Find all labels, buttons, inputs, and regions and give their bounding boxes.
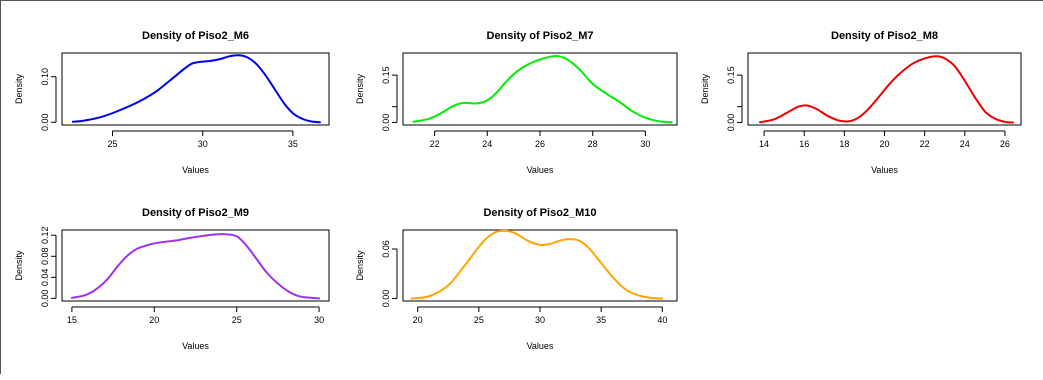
x-tick-label: 22: [430, 139, 440, 149]
chart-title: Density of Piso2_M6: [142, 30, 249, 42]
chart-title: Density of Piso2_M10: [483, 207, 596, 219]
density-panel-3: Density of Piso2_M8 14 16 18 20 22 24 26 0.00 0.1…: [700, 30, 1022, 175]
density-curve: [759, 55, 1014, 124]
y-tick-label: 0.00: [40, 114, 50, 132]
x-tick-label: 15: [67, 315, 77, 325]
x-tick-label: 26: [1000, 139, 1010, 149]
plot-box: [61, 229, 330, 302]
density-curve: [412, 55, 673, 124]
y-tick-label: 0.10: [40, 68, 50, 86]
x-axis-label: Values: [182, 341, 209, 351]
density-curve: [70, 233, 321, 300]
density-panel-5: Density of Piso2_M10 20 25 30 35 40 0.00 0.06 Va…: [355, 207, 678, 351]
x-tick-label: 20: [413, 315, 423, 325]
chart-title: Density of Piso2_M7: [487, 30, 594, 42]
x-tick-label: 30: [640, 139, 650, 149]
x-tick-label: 20: [879, 139, 889, 149]
x-tick-label: 16: [799, 139, 809, 149]
chart-title: Density of Piso2_M8: [831, 30, 938, 42]
x-tick-label: 30: [535, 315, 545, 325]
y-axis-label: Density: [700, 73, 710, 104]
x-tick-label: 24: [960, 139, 970, 149]
x-tick-label: 22: [920, 139, 930, 149]
plot-box: [747, 52, 1022, 126]
x-tick-label: 28: [588, 139, 598, 149]
density-curve: [410, 229, 664, 300]
y-tick-label: 0.15: [381, 66, 391, 84]
y-axis-label: Density: [355, 73, 365, 104]
y-axis-label: Density: [14, 73, 24, 104]
y-axis-label: Density: [14, 250, 24, 281]
x-tick-label: 24: [482, 139, 492, 149]
plot-box: [402, 52, 678, 126]
x-tick-label: 40: [657, 315, 667, 325]
x-tick-label: 20: [149, 315, 159, 325]
y-tick-label: 0.00: [381, 290, 391, 308]
y-tick-label: 0.00: [40, 290, 50, 308]
x-tick-label: 25: [232, 315, 242, 325]
x-tick-label: 30: [198, 139, 208, 149]
y-tick-label: 0.12: [40, 226, 50, 244]
x-axis-label: Values: [871, 165, 898, 175]
y-axis-label: Density: [355, 250, 365, 281]
plot-box: [61, 52, 330, 126]
x-tick-label: 30: [314, 315, 324, 325]
y-tick-label: 0.06: [381, 240, 391, 258]
density-curve: [71, 54, 321, 124]
y-tick-label: 0.00: [381, 114, 391, 132]
plot-box: [402, 229, 678, 302]
x-tick-label: 25: [108, 139, 118, 149]
x-tick-label: 18: [839, 139, 849, 149]
x-tick-label: 14: [759, 139, 769, 149]
chart-title: Density of Piso2_M9: [142, 207, 249, 219]
x-axis-label: Values: [527, 341, 554, 351]
y-tick-label: 0.08: [40, 248, 50, 266]
x-tick-label: 35: [288, 139, 298, 149]
density-panel-4: Density of Piso2_M9 15 20 25 30 0.00 0.04 0.08 0…: [14, 207, 330, 351]
y-tick-label: 0.00: [726, 114, 736, 132]
y-tick-label: 0.04: [40, 269, 50, 287]
x-tick-label: 26: [535, 139, 545, 149]
density-panel-2: Density of Piso2_M7 22 24 26 28 30 0.00 0.15 Val…: [355, 30, 678, 175]
x-axis-label: Values: [527, 165, 554, 175]
x-tick-label: 25: [474, 315, 484, 325]
density-panel-1: Density of Piso2_M6 25 30 35 0.00 0.10 Values D…: [14, 30, 330, 175]
x-axis-label: Values: [182, 165, 209, 175]
y-tick-label: 0.15: [726, 66, 736, 84]
x-tick-label: 35: [596, 315, 606, 325]
